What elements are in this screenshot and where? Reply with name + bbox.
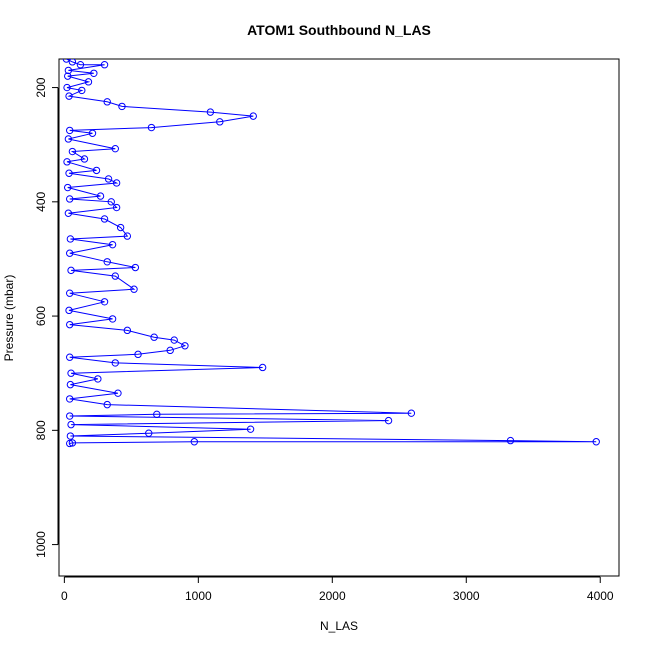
x-tick-label: 2000 xyxy=(319,589,346,603)
data-point xyxy=(84,78,93,86)
data-point xyxy=(68,439,77,447)
data-point xyxy=(100,215,109,223)
data-point xyxy=(68,147,77,156)
data-point xyxy=(67,369,75,377)
data-point xyxy=(62,59,71,63)
data-point xyxy=(94,375,102,383)
data-point xyxy=(107,198,115,206)
data-point xyxy=(80,155,89,163)
data-point xyxy=(131,263,140,272)
data-point xyxy=(88,129,97,137)
data-point xyxy=(145,429,153,437)
data-point xyxy=(66,380,75,389)
data-point xyxy=(246,425,255,433)
data-point xyxy=(104,175,113,183)
series-line xyxy=(66,59,597,444)
data-point xyxy=(66,289,74,297)
data-point xyxy=(111,144,119,153)
data-point xyxy=(76,61,85,69)
data-point xyxy=(116,223,125,232)
data-point xyxy=(66,195,74,203)
data-point xyxy=(66,432,75,440)
data-point xyxy=(103,258,111,266)
x-tick-label: 0 xyxy=(61,589,68,603)
plot-frame xyxy=(58,58,620,577)
data-point xyxy=(112,203,121,212)
data-point xyxy=(134,350,142,359)
data-point xyxy=(592,438,600,446)
y-tick-label: 400 xyxy=(34,191,48,211)
data-point xyxy=(118,102,126,111)
plot-data xyxy=(62,59,600,448)
data-point xyxy=(66,235,75,243)
data-point xyxy=(100,298,109,306)
data-point xyxy=(65,92,73,100)
data-point xyxy=(170,336,178,344)
data-point xyxy=(150,333,158,341)
data-point xyxy=(190,438,199,446)
y-tick-label: 1000 xyxy=(34,531,48,558)
data-point xyxy=(103,98,111,106)
data-point xyxy=(66,353,74,361)
data-point xyxy=(64,72,72,80)
data-point xyxy=(130,285,138,293)
data-point xyxy=(63,83,71,92)
data-point xyxy=(506,436,515,445)
data-point xyxy=(64,183,72,192)
x-tick-label: 1000 xyxy=(185,589,212,603)
data-point xyxy=(249,112,257,120)
data-point xyxy=(147,123,156,132)
data-point xyxy=(67,266,75,275)
data-point xyxy=(108,315,117,323)
chart-title: ATOM1 Southbound N_LAS xyxy=(247,22,431,38)
data-point xyxy=(206,108,215,116)
data-point xyxy=(100,61,109,69)
data-point xyxy=(66,395,74,403)
data-point xyxy=(65,306,73,315)
data-point xyxy=(90,69,98,77)
data-point xyxy=(64,135,73,143)
data-point xyxy=(92,166,101,175)
plot-area xyxy=(62,59,600,448)
data-point xyxy=(111,272,119,280)
data-point xyxy=(103,400,111,409)
y-axis-label: Pressure (mbar) xyxy=(2,275,16,362)
data-point xyxy=(111,359,119,367)
data-point xyxy=(258,363,267,372)
data-point xyxy=(96,192,105,200)
data-point xyxy=(114,389,122,397)
data-point xyxy=(64,209,73,217)
x-axis: 0 1000 2000 3000 4000 xyxy=(61,576,614,603)
data-point xyxy=(166,346,174,355)
x-axis-label: N_LAS xyxy=(320,619,358,633)
y-tick-label: 800 xyxy=(34,420,48,440)
data-point xyxy=(67,420,75,429)
data-point xyxy=(66,412,74,420)
y-axis: 200 400 600 800 1000 xyxy=(34,77,59,558)
data-point xyxy=(66,249,74,257)
data-point xyxy=(66,320,74,329)
data-point xyxy=(63,158,71,166)
y-tick-label: 600 xyxy=(34,306,48,326)
x-tick-label: 4000 xyxy=(587,589,614,603)
data-point xyxy=(123,232,132,240)
data-point xyxy=(64,66,73,75)
data-point xyxy=(123,326,132,335)
data-point xyxy=(65,169,73,177)
data-point xyxy=(66,439,74,448)
data-point xyxy=(153,410,161,419)
data-point xyxy=(68,59,77,66)
data-point xyxy=(112,179,121,187)
data-point xyxy=(216,118,224,126)
data-point xyxy=(407,409,416,417)
data-point xyxy=(181,342,189,350)
data-point xyxy=(384,416,393,425)
data-point xyxy=(108,240,117,249)
data-point xyxy=(66,126,74,135)
y-tick-label: 200 xyxy=(34,77,48,97)
x-tick-label: 3000 xyxy=(453,589,480,603)
data-point xyxy=(78,86,86,95)
